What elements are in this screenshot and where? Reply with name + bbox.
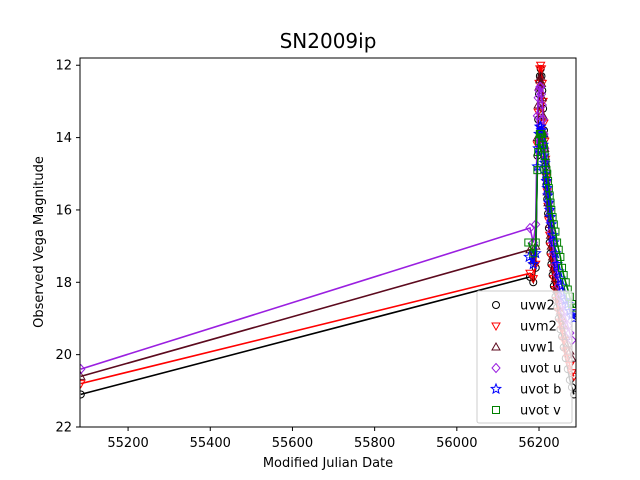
data-point-4-15 [541, 181, 554, 194]
data-point-4-1 [527, 257, 540, 270]
data-point-4-7 [534, 120, 547, 132]
data-point-4-11 [537, 149, 550, 161]
legend-box [476, 290, 573, 424]
y-tick-label-1: 14 [55, 131, 72, 146]
y-tick-label-4: 20 [55, 348, 72, 363]
data-point-4-16 [542, 189, 555, 201]
data-point-5-23 [551, 227, 560, 236]
y-tick-label-2: 16 [55, 203, 72, 218]
legend-marker-0 [492, 301, 500, 309]
legend-marker-1 [491, 322, 501, 332]
legend-label-3: uvot u [520, 362, 561, 377]
y-tick-label-3: 18 [55, 276, 72, 291]
legend-label-1: uvm2 [520, 320, 557, 335]
plot-frame [79, 57, 577, 428]
y-tick-label-0: 12 [55, 59, 72, 74]
legend-marker-5 [492, 406, 500, 414]
data-point-4-18 [543, 203, 556, 216]
data-point-3-1 [525, 222, 535, 234]
data-point-5-26 [556, 252, 565, 261]
x-tick-label-4: 56000 [436, 436, 477, 451]
data-point-4-0 [523, 250, 536, 263]
x-tick-label-1: 55400 [190, 436, 231, 451]
y-tick-label-5: 22 [55, 421, 72, 436]
data-point-0-0 [80, 390, 85, 399]
data-point-1-1 [525, 269, 535, 279]
data-point-4-13 [539, 167, 552, 179]
x-axis-label: Modified Julian Date [263, 456, 393, 471]
data-point-3-11 [538, 114, 548, 125]
data-point-5-1 [529, 249, 538, 258]
x-tick-label-3: 55800 [354, 436, 395, 451]
legend-marker-3 [491, 362, 501, 374]
data-point-4-12 [538, 156, 551, 169]
data-point-4-14 [540, 174, 553, 187]
data-point-2-8 [535, 71, 546, 80]
legend-label-0: uvw2 [520, 299, 555, 314]
data-point-1-9 [536, 65, 547, 74]
x-tick-label-5: 56200 [518, 436, 559, 451]
data-point-1-2 [528, 275, 539, 284]
data-point-3-21 [546, 226, 557, 237]
data-point-3-4 [532, 110, 543, 122]
data-point-4-17 [542, 196, 555, 208]
data-point-5-3 [533, 166, 542, 175]
data-point-1-0 [80, 380, 86, 389]
data-point-4-19 [544, 210, 557, 223]
data-point-3-0 [80, 363, 86, 375]
axes: 55200 55400 55600 55800 56000 56200 12 14 16 18 20… [55, 57, 577, 451]
y-axis-label: Observed Vega Magnitude [32, 156, 47, 328]
legend-marker-4 [489, 382, 503, 395]
data-point-4-20 [545, 218, 558, 230]
chart-title: SN2009ip [280, 29, 377, 53]
x-tick-label-2: 55600 [272, 436, 313, 451]
data-point-3-10 [537, 99, 547, 111]
legend-label-5: uvot v [520, 404, 561, 419]
legend: uvw2 uvm2 uvw1 uvot u uvot b uvot v [476, 290, 573, 424]
data-point-5-2 [531, 238, 540, 247]
legend-marker-2 [491, 341, 501, 351]
data-point-3-5 [533, 92, 543, 104]
legend-label-2: uvw1 [520, 341, 555, 356]
data-point-4-8 [535, 124, 548, 136]
data-point-2-0 [80, 371, 86, 380]
data-point-3-8 [535, 81, 546, 93]
x-tick-label-0: 55200 [107, 436, 148, 451]
data-point-3-9 [536, 88, 547, 100]
legend-label-4: uvot b [520, 383, 561, 398]
